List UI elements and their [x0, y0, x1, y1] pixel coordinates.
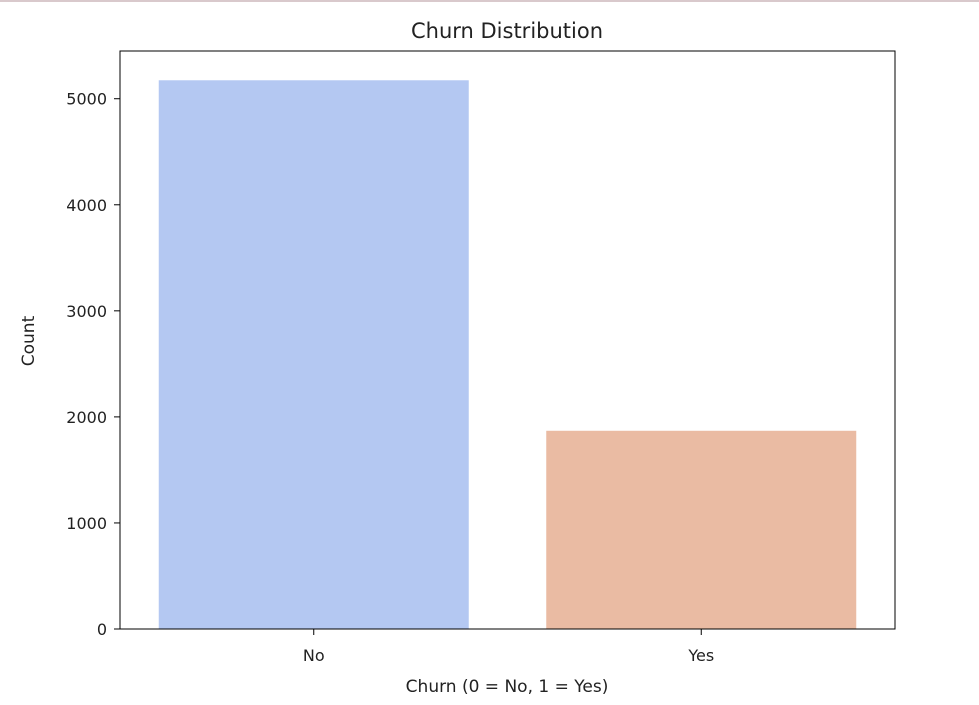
- chart-title: Churn Distribution: [411, 19, 603, 43]
- y-axis-ticks: 0 1000 2000 3000 4000 5000: [66, 90, 120, 639]
- y-tick-label: 4000: [66, 196, 107, 215]
- y-tick-label: 5000: [66, 90, 107, 109]
- plot-frame: [119, 50, 896, 630]
- y-axis-label: Count: [19, 315, 39, 366]
- x-tick-label: No: [303, 646, 325, 665]
- bars-group: [158, 80, 857, 630]
- top-divider: [0, 0, 979, 2]
- x-tick-label: Yes: [687, 646, 714, 665]
- y-tick-label: 2000: [66, 408, 107, 427]
- bar-yes: [546, 430, 857, 629]
- y-tick-label: 1000: [66, 514, 107, 533]
- y-tick-label: 0: [97, 620, 107, 639]
- y-tick-label: 3000: [66, 302, 107, 321]
- bar-no: [158, 80, 469, 630]
- x-axis-ticks: No Yes: [303, 629, 714, 665]
- x-axis-label: Churn (0 = No, 1 = Yes): [406, 677, 609, 697]
